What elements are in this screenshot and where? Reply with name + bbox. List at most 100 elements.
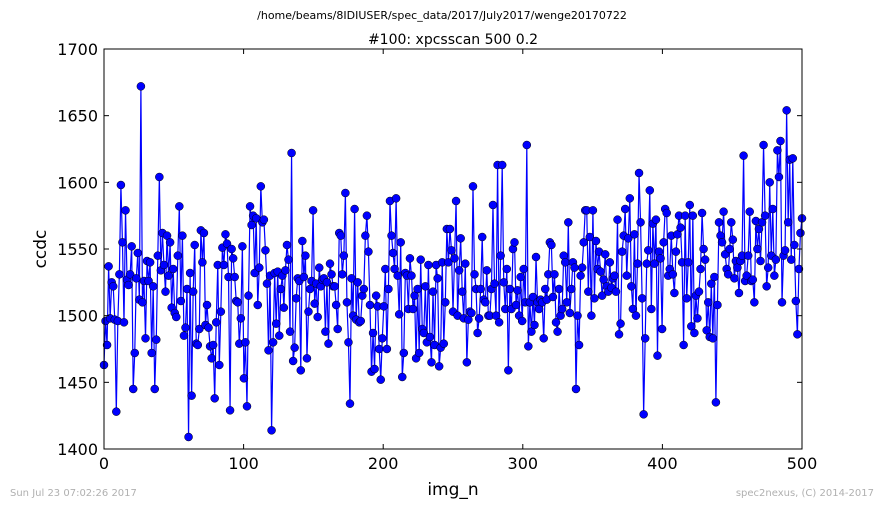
data-point (116, 180, 126, 190)
data-point (647, 304, 656, 314)
data-point (256, 182, 266, 191)
data-point (587, 311, 596, 320)
footer-timestamp: Sun Jul 23 07:02:26 2017 (10, 488, 137, 499)
data-point (522, 140, 532, 150)
data-point (756, 256, 765, 266)
data-point (624, 234, 633, 243)
data-point (796, 228, 805, 238)
data-point (474, 314, 484, 323)
data-point (596, 267, 605, 276)
data-point (296, 366, 306, 375)
data-point (147, 348, 156, 358)
data-point (631, 311, 641, 320)
data-point (368, 328, 378, 338)
data-point (447, 246, 456, 255)
data-point (451, 196, 461, 206)
data-point (381, 264, 390, 274)
data-point (242, 402, 252, 411)
data-point (314, 263, 324, 272)
data-point (591, 236, 601, 246)
data-point (379, 302, 389, 311)
data-point (620, 204, 630, 214)
data-point (227, 244, 236, 254)
data-point (187, 391, 196, 400)
data-point (179, 331, 189, 340)
data-point (371, 291, 381, 300)
data-point (444, 258, 453, 267)
y-tick-label: 1500 (57, 307, 98, 326)
data-point (584, 287, 593, 296)
data-point (513, 286, 522, 295)
chart-title: #100: xpcsscan 500 0.2 (368, 32, 538, 48)
data-point (165, 238, 175, 247)
data-point (288, 356, 298, 366)
data-point (424, 260, 433, 270)
data-point (651, 215, 661, 224)
data-point (727, 218, 736, 227)
data-point (152, 335, 161, 344)
data-point (450, 254, 459, 263)
data-point (760, 211, 770, 220)
data-point (193, 340, 203, 350)
data-point (324, 339, 333, 348)
data-point (688, 211, 698, 220)
data-point (551, 318, 561, 327)
data-point (554, 284, 564, 294)
data-point (321, 327, 330, 336)
data-point (164, 271, 173, 280)
x-tick-label: 100 (228, 454, 259, 473)
data-point (494, 318, 504, 327)
data-point (204, 323, 213, 332)
data-point (181, 323, 190, 332)
data-point (387, 231, 396, 240)
data-point (244, 291, 253, 300)
data-point (150, 384, 159, 394)
data-point (118, 238, 127, 247)
data-point (141, 334, 150, 343)
data-point (457, 287, 467, 296)
x-axis-label: img_n (427, 480, 478, 500)
data-point (128, 384, 138, 394)
data-point (745, 207, 754, 216)
data-point (398, 372, 407, 382)
data-point (287, 148, 296, 158)
data-point (290, 343, 299, 352)
data-point (421, 282, 430, 291)
data-point (271, 319, 281, 328)
data-point (605, 258, 615, 267)
data-point (211, 318, 221, 327)
data-point (610, 271, 619, 280)
data-point (659, 238, 668, 247)
data-point (573, 311, 582, 320)
data-point (413, 284, 422, 294)
data-point (331, 300, 341, 310)
data-point (600, 250, 610, 259)
data-point (347, 274, 356, 283)
data-point (405, 254, 415, 263)
data-point (279, 303, 289, 312)
data-point (773, 146, 782, 155)
data-point (230, 272, 239, 282)
data-point (696, 264, 705, 274)
plot-layer (99, 82, 807, 442)
data-point (433, 274, 442, 283)
data-point (524, 342, 533, 351)
data-point (788, 154, 798, 163)
data-point (765, 178, 774, 187)
data-point (614, 330, 624, 339)
data-point (190, 240, 199, 250)
data-point (108, 282, 118, 291)
data-point (637, 294, 647, 303)
data-point (685, 200, 695, 210)
data-point (577, 263, 587, 272)
data-point (574, 340, 584, 350)
data-point (490, 279, 499, 288)
data-point (301, 251, 310, 260)
data-point (327, 270, 336, 279)
data-point (636, 218, 645, 227)
data-point (711, 398, 721, 407)
data-point (384, 284, 393, 294)
data-point (336, 231, 346, 240)
data-point (285, 327, 295, 336)
